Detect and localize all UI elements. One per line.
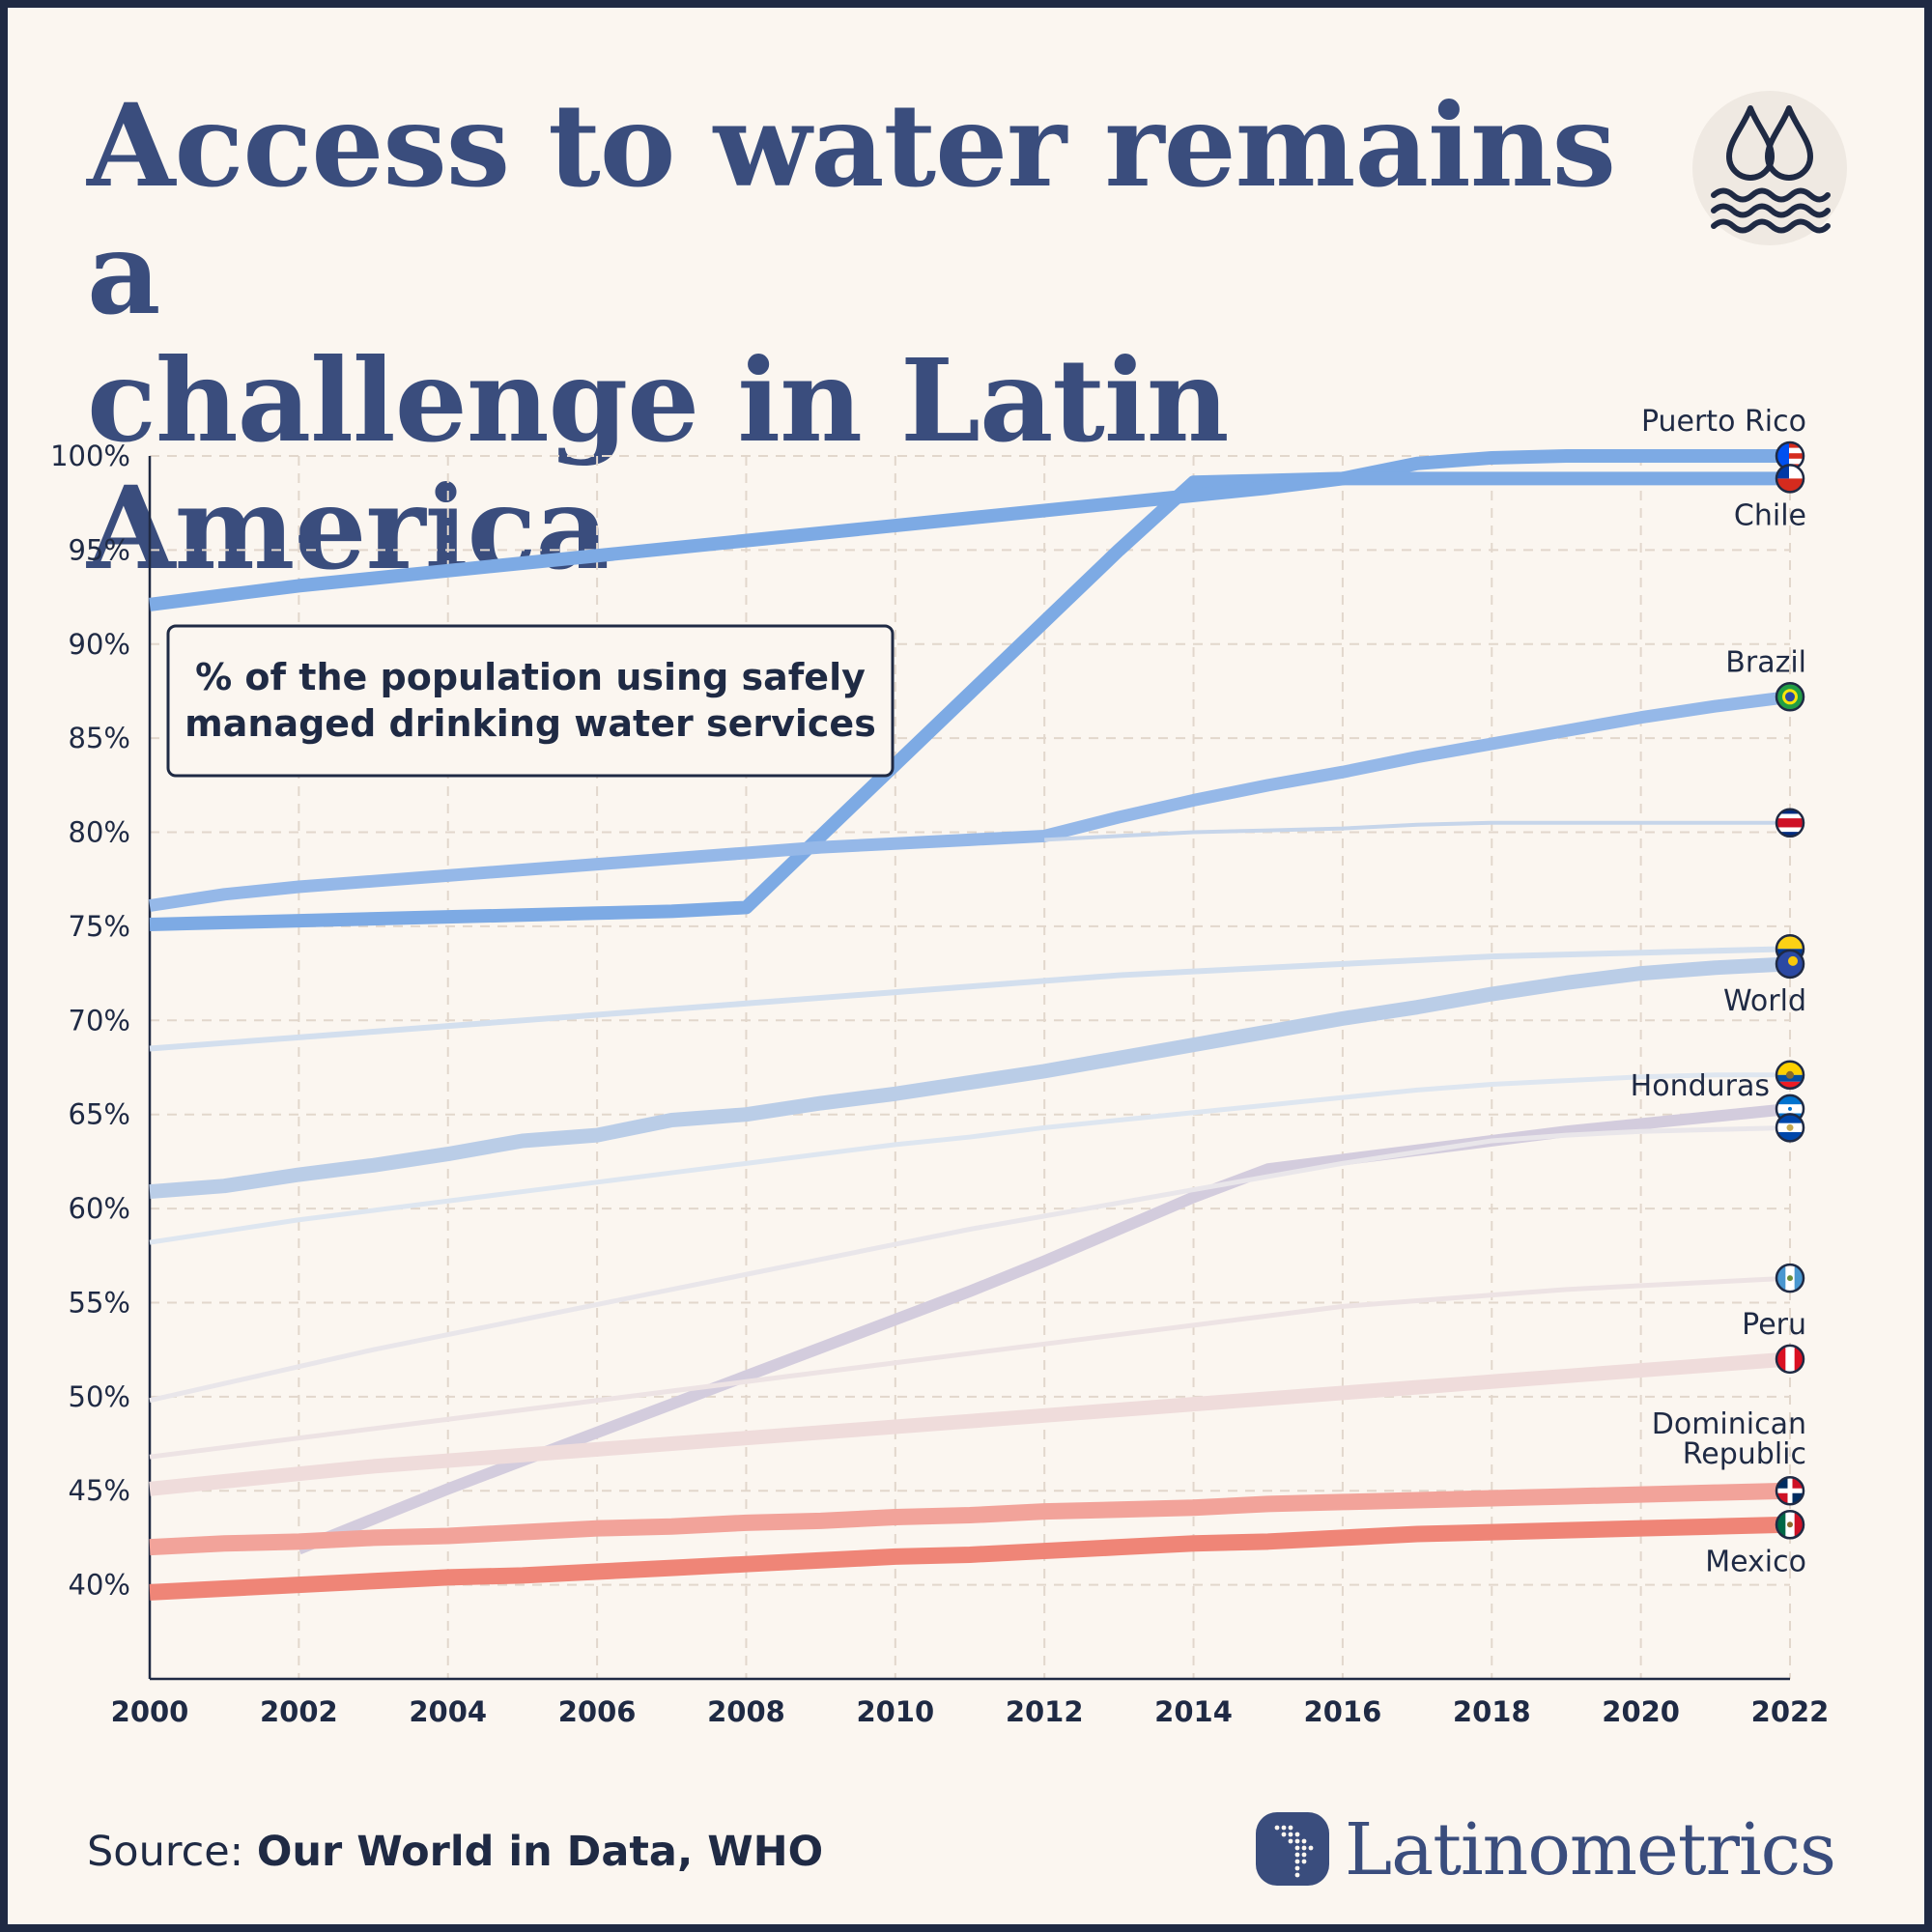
- x-tick-label: 2006: [558, 1695, 637, 1728]
- series-line-puerto-rico: [149, 449, 1790, 931]
- y-tick-label: 70%: [69, 1004, 130, 1037]
- chart-frame: [8, 8, 1924, 1924]
- water-drops-waves-icon: [1692, 91, 1847, 245]
- series-label-mexico: Mexico: [1705, 1545, 1806, 1578]
- brand-name: Latinometrics: [1345, 1808, 1836, 1891]
- y-tick-label: 80%: [69, 816, 130, 849]
- x-tick-label: 2014: [1154, 1695, 1233, 1728]
- y-tick-label: 65%: [69, 1098, 130, 1131]
- costa-rica-flag-icon: [1775, 808, 1805, 838]
- latin-america-map-icon: [1256, 1812, 1329, 1886]
- brazil-flag-icon: [1775, 682, 1805, 712]
- series-line-chile: [149, 471, 1790, 611]
- mexico-flag-icon: [1775, 1510, 1805, 1540]
- y-tick-label: 45%: [69, 1474, 130, 1507]
- x-tick-label: 2004: [409, 1695, 487, 1728]
- y-tick-label: 50%: [69, 1380, 130, 1413]
- series-line-colombia: [149, 946, 1791, 1052]
- y-tick-label: 75%: [69, 910, 130, 943]
- x-tick-label: 2018: [1453, 1695, 1531, 1728]
- series-line-mexico: [149, 1516, 1791, 1601]
- series-line-ecuador: [149, 1072, 1790, 1245]
- series-line-peru: [149, 1351, 1791, 1496]
- x-tick-label: 2020: [1602, 1695, 1680, 1728]
- series-line-world-globe: [149, 956, 1791, 1200]
- world-globe-flag-icon: [1775, 949, 1805, 980]
- series-label-dominican-republic: Dominican Republic: [1652, 1407, 1806, 1471]
- source-label: Source:: [87, 1828, 244, 1876]
- puerto-rico-flag-icon: [1775, 440, 1805, 471]
- y-tick-label: 55%: [69, 1286, 130, 1319]
- x-tick-label: 2016: [1304, 1695, 1382, 1728]
- chile-flag-icon: [1775, 464, 1805, 494]
- ecuador-flag-icon: [1775, 1060, 1805, 1091]
- series-label-honduras: Honduras: [1631, 1069, 1770, 1103]
- x-tick-label: 2022: [1751, 1695, 1830, 1728]
- x-tick-label: 2012: [1006, 1695, 1084, 1728]
- y-tick-label: 100%: [50, 440, 130, 472]
- source-note: Source: Our World in Data, WHO: [87, 1828, 823, 1876]
- source-text: Our World in Data, WHO: [256, 1828, 824, 1876]
- y-tick-label: 60%: [69, 1192, 130, 1225]
- series-label-world-globe: World: [1723, 984, 1806, 1018]
- subtitle-box: [166, 624, 895, 778]
- series-line-dominican-republic: [149, 1482, 1791, 1556]
- y-tick-label: 85%: [69, 722, 130, 754]
- y-tick-label: 40%: [69, 1569, 130, 1602]
- subtitle-text: % of the population using safely: [195, 656, 866, 698]
- subtitle-text: managed drinking water services: [185, 702, 876, 745]
- title-line-1: Access to water remains a: [87, 78, 1616, 340]
- series-label-puerto-rico: Puerto Rico: [1641, 405, 1806, 439]
- series-label-brazil: Brazil: [1725, 645, 1806, 679]
- dominican-republic-flag-icon: [1775, 1475, 1805, 1506]
- x-tick-label: 2008: [707, 1695, 785, 1728]
- series-line-guatemala: [149, 1275, 1791, 1460]
- series-line-brazil: [149, 690, 1791, 912]
- x-tick-label: 2000: [111, 1695, 189, 1728]
- series-label-chile: Chile: [1734, 498, 1806, 532]
- guatemala-flag-icon: [1775, 1263, 1805, 1293]
- peru-flag-icon: [1775, 1344, 1805, 1375]
- el-salvador-flag-icon: [1775, 1113, 1805, 1143]
- series-line-el-salvador: [149, 1124, 1791, 1404]
- y-tick-label: 95%: [69, 533, 130, 566]
- y-tick-label: 90%: [69, 628, 130, 661]
- x-tick-label: 2002: [260, 1695, 338, 1728]
- series-label-peru: Peru: [1742, 1308, 1806, 1342]
- series-line-costa-rica: [1044, 820, 1790, 842]
- x-tick-label: 2010: [856, 1695, 934, 1728]
- title-line-2: challenge in Latin America: [87, 333, 1230, 595]
- chart-title: Access to water remains a challenge in L…: [87, 82, 1633, 592]
